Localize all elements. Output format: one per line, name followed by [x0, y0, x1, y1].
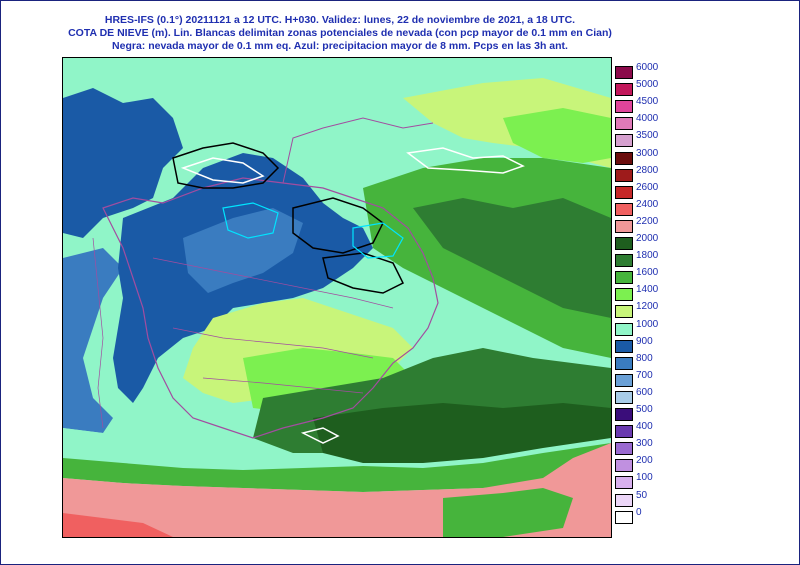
portugal-border [92, 237, 104, 429]
legend-swatch [615, 202, 633, 216]
snow-level-map [62, 57, 612, 538]
iberia-outline [102, 177, 439, 439]
legend-swatch [615, 442, 633, 456]
south-coast-band [63, 428, 303, 468]
france-border [282, 117, 434, 184]
legend-swatch [615, 134, 633, 148]
atlantic-west-band [63, 248, 123, 433]
legend-label: 200 [636, 455, 653, 467]
legend-swatch [615, 219, 633, 233]
snow-potential-contour-3 [300, 427, 340, 444]
legend-label: 3000 [636, 147, 659, 159]
legend-label: 800 [636, 352, 653, 364]
legend-swatch [615, 151, 633, 165]
map-canvas [63, 58, 611, 537]
legend-label: 700 [636, 369, 653, 381]
legend-label: 1800 [636, 250, 659, 262]
legend-label: 4000 [636, 113, 659, 125]
legend-swatch [615, 83, 633, 97]
legend-label: 2400 [636, 198, 659, 210]
legend-label: 1600 [636, 267, 659, 279]
iberia-mid-blue [183, 208, 303, 293]
legend-label: 2800 [636, 164, 659, 176]
map-header: HRES-IFS (0.1°) 20211121 a 12 UTC. H+030… [0, 14, 680, 53]
legend-label: 600 [636, 386, 653, 398]
atlantic-low-snow [63, 88, 183, 238]
legend-label: 300 [636, 438, 653, 450]
legend-swatch [615, 339, 633, 353]
atlas-green-patch [443, 488, 573, 537]
legend-swatch [615, 168, 633, 182]
legend-swatch [615, 100, 633, 114]
legend-swatch [615, 305, 633, 319]
legend-swatch [615, 356, 633, 370]
south-darkest-green [313, 403, 611, 463]
legend-label: 900 [636, 335, 653, 347]
legend-label: 400 [636, 421, 653, 433]
region-border-2 [172, 327, 374, 359]
legend-label: 100 [636, 472, 653, 484]
legend-swatch [615, 493, 633, 507]
snowfall-contour-1 [172, 142, 280, 189]
legend-swatch [615, 288, 633, 302]
sw-red-patch [63, 513, 173, 537]
legend-swatch [615, 117, 633, 131]
precip-contour-2 [352, 222, 404, 259]
legend-swatch [615, 408, 633, 421]
snow-potential-contour-1 [180, 157, 265, 184]
header-line-1: HRES-IFS (0.1°) 20211121 a 12 UTC. H+030… [104, 14, 576, 26]
north-africa-green [63, 443, 611, 492]
header-line-3: Negra: nevada mayor de 0.1 mm eq. Azul: … [112, 40, 568, 52]
legend-label: 0 [636, 506, 642, 518]
legend-label: 4500 [636, 96, 659, 108]
region-border-3 [202, 377, 364, 394]
legend-swatch [615, 185, 633, 199]
legend-label: 1200 [636, 301, 659, 313]
legend-swatch [615, 322, 633, 336]
legend-swatch [615, 66, 633, 79]
france-bright-green [503, 108, 611, 163]
legend-label: 2600 [636, 181, 659, 193]
precip-contour-1 [222, 202, 279, 239]
mediterranean-dark-green [413, 198, 611, 318]
legend-label: 1400 [636, 284, 659, 296]
legend-swatch [615, 271, 633, 285]
region-border-1 [152, 257, 394, 309]
header-line-2: COTA DE NIEVE (m). Lin. Blancas delimita… [68, 27, 612, 39]
legend-swatch [615, 373, 633, 387]
legend-label: 500 [636, 404, 653, 415]
snowfall-contour-2 [292, 197, 384, 254]
snow-potential-contour-2 [406, 147, 525, 174]
snowfall-contour-3 [322, 252, 405, 294]
legend-swatch [615, 510, 633, 524]
legend-label: 1000 [636, 318, 659, 330]
legend-label: 50 [636, 489, 648, 501]
legend-swatch [615, 476, 633, 490]
legend-swatch [615, 254, 633, 268]
legend-label: 6000 [636, 62, 659, 73]
legend-swatch [615, 425, 633, 439]
legend-swatch [615, 459, 633, 473]
legend-label: 2200 [636, 215, 659, 227]
legend-label: 5000 [636, 79, 659, 91]
legend-swatch [615, 390, 633, 404]
legend-swatch [615, 237, 633, 250]
legend-label: 3500 [636, 130, 659, 142]
legend-label: 2000 [636, 233, 659, 244]
